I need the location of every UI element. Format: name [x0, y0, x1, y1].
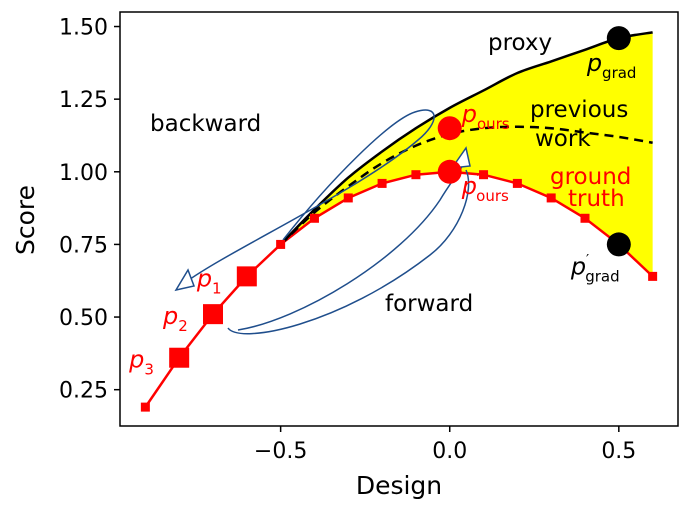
label-p-grad-prime: p′ grad — [570, 252, 620, 285]
ground-truth-point — [343, 193, 353, 203]
ground-truth-point — [276, 239, 286, 249]
label-p2: p2 — [162, 302, 188, 335]
y-axis-label: Score — [11, 185, 40, 255]
series-layer — [144, 31, 654, 408]
annotation-previous: previous — [530, 97, 628, 123]
y-tick-label: 1.25 — [59, 88, 108, 113]
trajectory-point-p1 — [236, 266, 257, 287]
annotation-backward: backward — [150, 111, 261, 137]
trajectory-point-p2 — [203, 304, 223, 325]
label-p3: p3 — [128, 346, 154, 379]
y-tick-label: 1.50 — [59, 16, 108, 41]
circle-grad — [606, 26, 631, 51]
annotation-forward: forward — [385, 291, 473, 317]
y-tick-label: 1.00 — [59, 161, 108, 186]
x-tick-label: 0.5 — [601, 439, 636, 464]
backward-arrow-head — [174, 268, 196, 292]
ground-truth-point — [512, 178, 522, 188]
plot-frame — [119, 11, 679, 427]
ground-truth-point — [648, 271, 658, 281]
annotation-work: work — [535, 126, 591, 152]
ground-truth-point — [140, 402, 150, 412]
x-tick-label: 0.0 — [432, 439, 467, 464]
label-p1: p1 — [196, 264, 222, 297]
ground-truth-point — [546, 193, 556, 203]
annotation-proxy: proxy — [488, 30, 552, 56]
circle-grad-prime — [606, 232, 631, 257]
x-tick-label: −0.5 — [254, 439, 307, 464]
ground-truth-point — [580, 213, 590, 223]
trajectory-point-p3 — [169, 347, 190, 368]
ground-truth-point — [309, 213, 319, 223]
proxy-line — [279, 31, 653, 246]
y-tick-label: 0.50 — [59, 306, 108, 331]
annotation-truth: truth — [568, 186, 625, 212]
ground-truth-line — [144, 170, 654, 408]
circle-ours-prime — [437, 159, 462, 184]
y-tick-label: 0.75 — [59, 233, 108, 258]
arrow-layer — [174, 109, 471, 335]
y-tick-label: 0.25 — [59, 379, 108, 404]
annotation-ground: ground — [550, 164, 631, 190]
x-axis-label: Design — [356, 471, 442, 500]
ground-truth-point — [377, 178, 387, 188]
ground-truth-point — [411, 170, 421, 180]
circle-ours — [437, 116, 462, 141]
ground-truth-point — [479, 170, 489, 180]
tick-layer: −0.5 0.0 0.5 0.25 0.50 0.75 1.00 1.25 1.50 — [59, 16, 636, 464]
forward-arrow-return — [227, 169, 470, 335]
backward-arrow — [185, 109, 435, 283]
